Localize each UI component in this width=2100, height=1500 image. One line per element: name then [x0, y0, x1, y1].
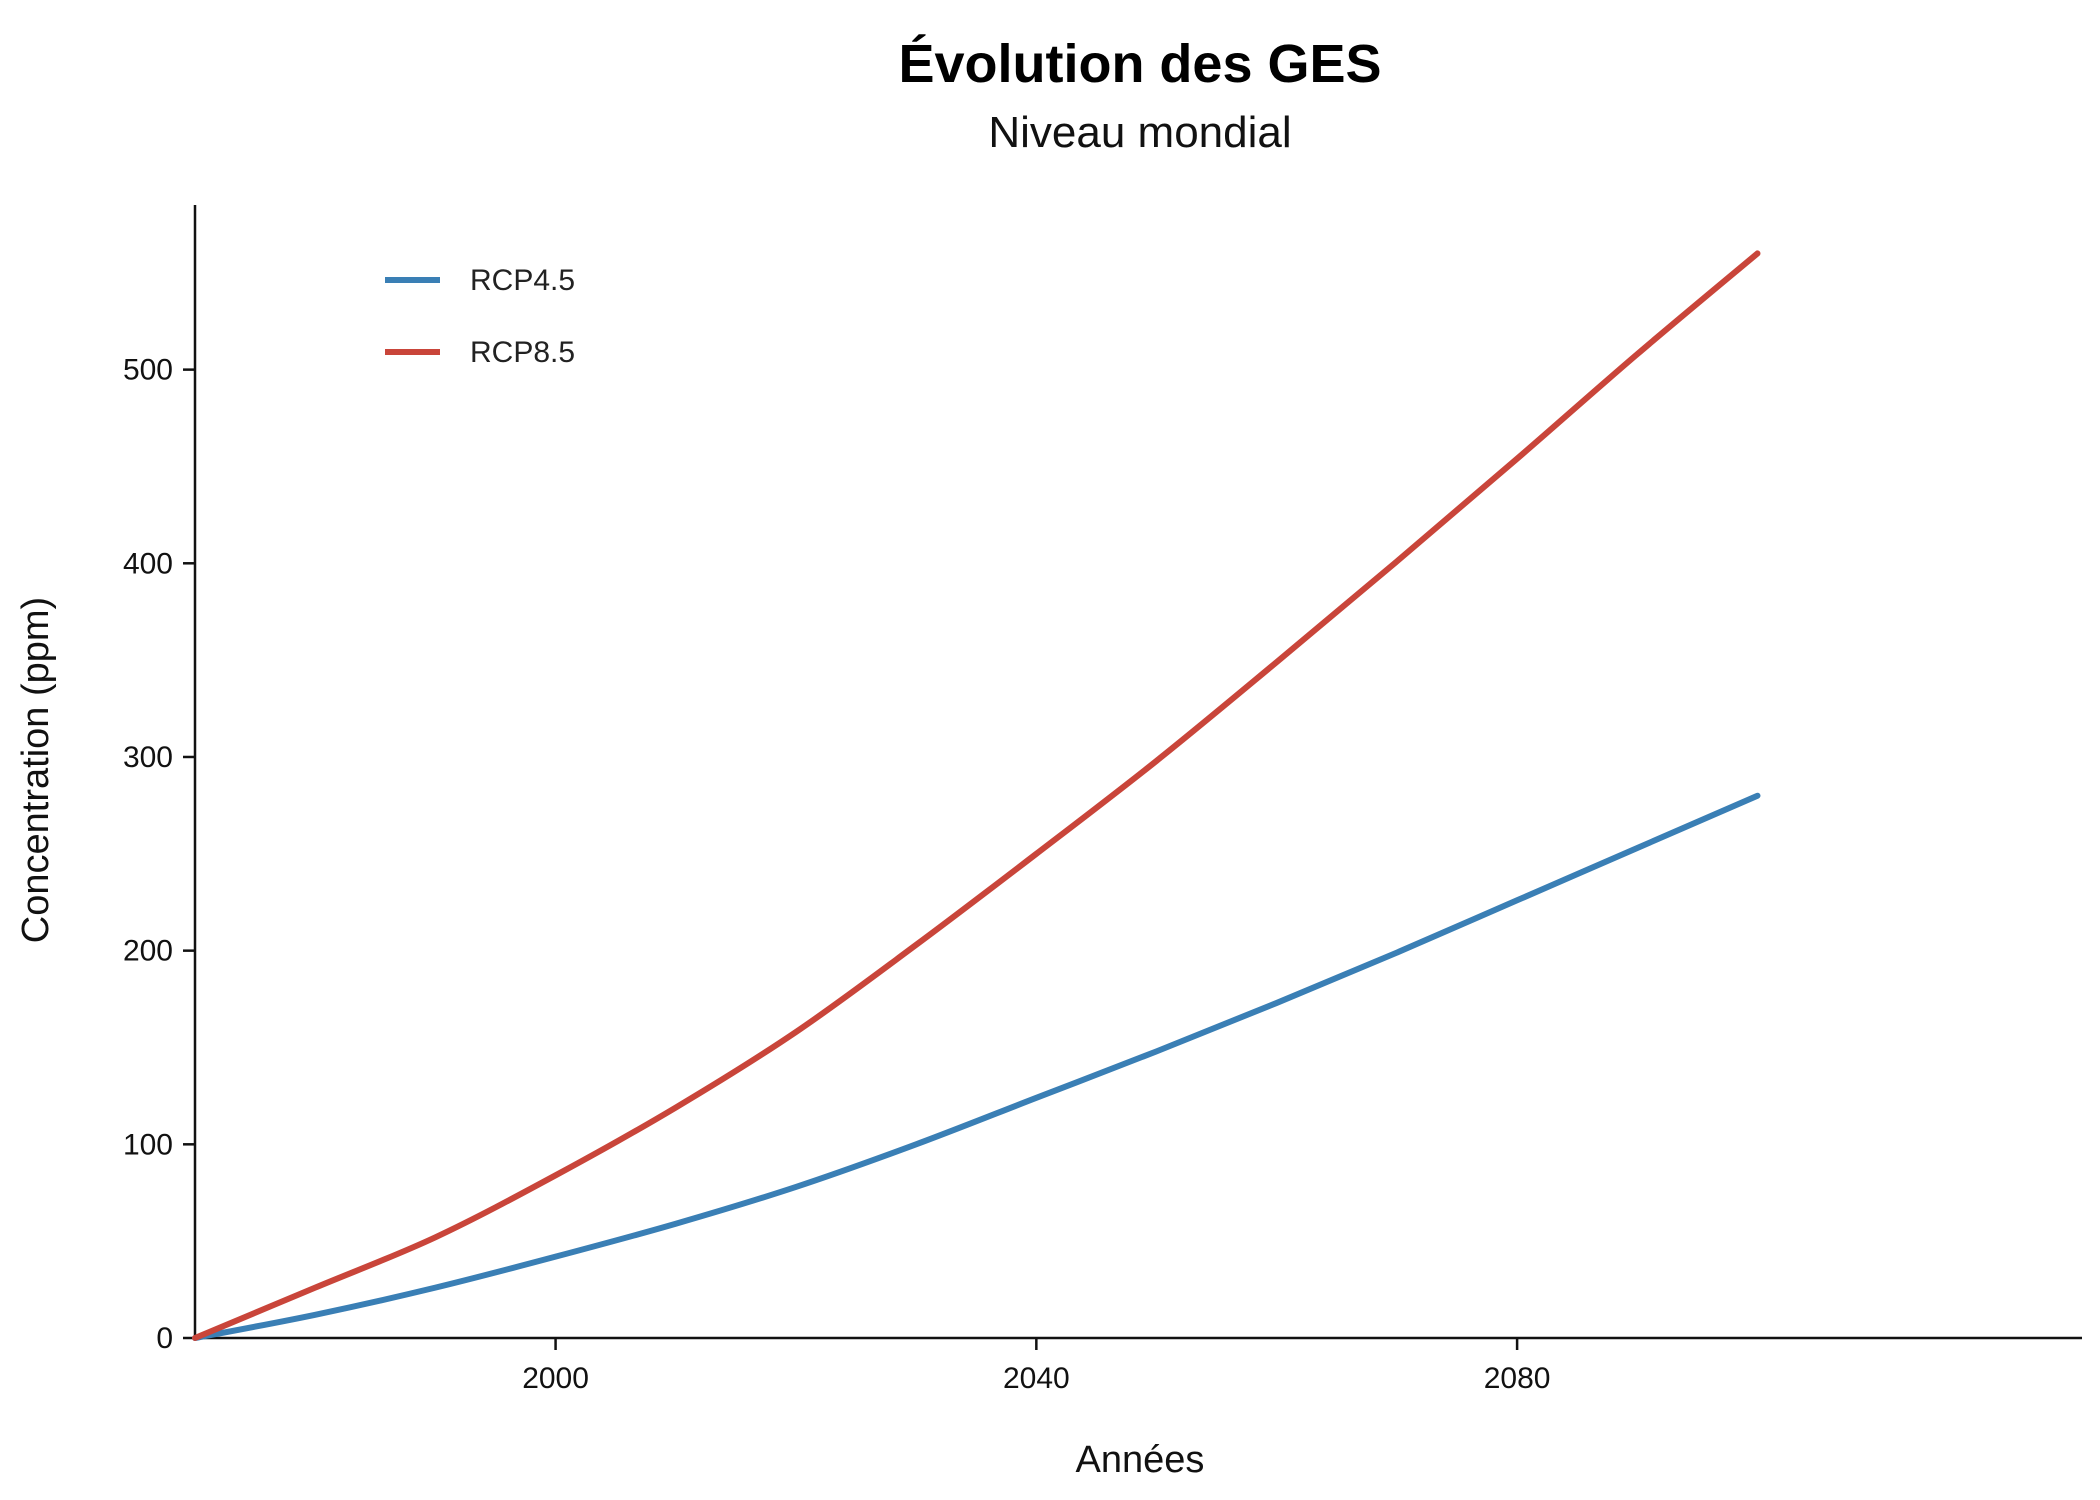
y-tick-label: 500 [123, 354, 173, 387]
axes: 0 100 200 300 400 500 2000 2040 2080 [123, 205, 2082, 1395]
y-tick-label: 300 [123, 741, 173, 774]
legend-label: RCP4.5 [470, 264, 575, 297]
series-lines [192, 250, 1761, 1341]
y-axis-label: Concentration (ppm) [15, 597, 57, 943]
legend: RCP4.5 RCP8.5 [385, 264, 575, 369]
y-tick-label: 100 [123, 1128, 173, 1161]
y-tick-label: 400 [123, 547, 173, 580]
x-tick-label: 2000 [522, 1362, 589, 1395]
series-line-rcp4-5 [192, 792, 1761, 1341]
chart-title: Évolution des GES [898, 34, 1381, 94]
y-tick-label: 200 [123, 935, 173, 968]
x-axis-label: Années [1076, 1439, 1205, 1481]
chart-subtitle: Niveau mondial [988, 108, 1291, 157]
legend-label: RCP8.5 [470, 336, 575, 369]
x-tick-label: 2040 [1003, 1362, 1070, 1395]
x-tick-label: 2080 [1484, 1362, 1551, 1395]
y-tick-label: 0 [156, 1322, 173, 1355]
series-line-rcp8-5 [192, 250, 1761, 1341]
